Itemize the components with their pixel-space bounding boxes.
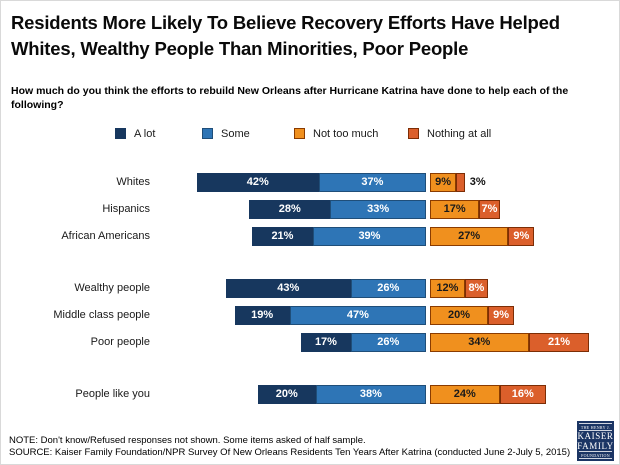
category-label: People like you bbox=[75, 387, 150, 400]
legend-label: Some bbox=[221, 127, 250, 140]
legend-swatch-some bbox=[202, 128, 213, 139]
left-stack: 42% 37% bbox=[196, 172, 426, 192]
right-stack: 9% 3% bbox=[430, 172, 486, 192]
segment-some: 37% bbox=[318, 172, 426, 192]
logo-text-foundation: FOUNDATION bbox=[579, 451, 612, 459]
page-title: Residents More Likely To Believe Recover… bbox=[11, 10, 611, 62]
segment-nothing-at-all: 8% bbox=[464, 278, 488, 298]
category-label: Wealthy people bbox=[74, 281, 150, 294]
segment-some: 33% bbox=[330, 199, 426, 219]
segment-a-lot: 21% bbox=[252, 226, 313, 246]
legend-item-nothing-at-all: Nothing at all bbox=[408, 127, 491, 140]
legend-item-not-too-much: Not too much bbox=[294, 127, 378, 140]
segment-some: 26% bbox=[350, 278, 426, 298]
logo-text-kaiser: KAISER bbox=[577, 431, 614, 441]
bar-row-african-americans: African Americans 21% 39% 27% 9% bbox=[1, 226, 619, 246]
segment-some: 47% bbox=[289, 305, 426, 325]
legend-label: A lot bbox=[134, 127, 156, 140]
left-stack: 21% 39% bbox=[252, 226, 426, 246]
segment-a-lot: 42% bbox=[196, 172, 319, 192]
category-label: Whites bbox=[116, 175, 150, 188]
left-stack: 43% 26% bbox=[225, 278, 426, 298]
left-stack: 19% 47% bbox=[234, 305, 426, 325]
bar-row-middle-class-people: Middle class people 19% 47% 20% 9% bbox=[1, 305, 619, 325]
right-stack: 17% 7% bbox=[430, 199, 500, 219]
segment-some: 39% bbox=[312, 226, 426, 246]
legend-label: Not too much bbox=[313, 127, 379, 140]
legend-swatch-nothing-at-all bbox=[408, 128, 419, 139]
left-stack: 17% 26% bbox=[301, 332, 426, 352]
right-stack: 20% 9% bbox=[430, 305, 515, 325]
category-label: African Americans bbox=[61, 229, 150, 242]
bar-row-hispanics: Hispanics 28% 33% 17% 7% bbox=[1, 199, 619, 219]
segment-nothing-at-all: 21% bbox=[528, 332, 590, 352]
subtitle-line-1: How much do you think the efforts to reb… bbox=[11, 85, 569, 97]
category-label: Hispanics bbox=[102, 202, 150, 215]
kaiser-family-foundation-logo: THE HENRY J. KAISER FAMILY FOUNDATION bbox=[577, 421, 614, 461]
right-stack: 34% 21% bbox=[430, 332, 590, 352]
right-stack: 12% 8% bbox=[430, 278, 488, 298]
left-stack: 20% 38% bbox=[257, 384, 426, 404]
subtitle-line-2: following? bbox=[11, 99, 64, 111]
outside-value-label: 3% bbox=[469, 175, 486, 188]
segment-nothing-at-all: 7% bbox=[479, 199, 500, 219]
title-line-2: Whites, Wealthy People Than Minorities, … bbox=[11, 38, 469, 59]
left-stack: 28% 33% bbox=[249, 199, 426, 219]
legend-item-some: Some bbox=[202, 127, 250, 140]
segment-some: 26% bbox=[350, 332, 426, 352]
right-stack: 24% 16% bbox=[430, 384, 546, 404]
segment-a-lot: 17% bbox=[301, 332, 351, 352]
title-line-1: Residents More Likely To Believe Recover… bbox=[11, 12, 560, 33]
category-label: Poor people bbox=[90, 335, 150, 348]
segment-a-lot: 20% bbox=[257, 384, 316, 404]
logo-text-top: THE HENRY J. bbox=[578, 423, 613, 431]
legend-swatch-a-lot bbox=[115, 128, 126, 139]
segment-not-too-much: 17% bbox=[430, 199, 480, 219]
segment-nothing-at-all bbox=[456, 172, 465, 192]
bar-row-whites: Whites 42% 37% 9% 3% bbox=[1, 172, 619, 192]
legend-item-a-lot: A lot bbox=[115, 127, 155, 140]
segment-not-too-much: 9% bbox=[430, 172, 457, 192]
segment-not-too-much: 27% bbox=[430, 226, 509, 246]
segment-not-too-much: 12% bbox=[430, 278, 465, 298]
segment-nothing-at-all: 9% bbox=[508, 226, 535, 246]
legend-label: Nothing at all bbox=[427, 127, 492, 140]
segment-nothing-at-all: 9% bbox=[488, 305, 515, 325]
bar-row-wealthy-people: Wealthy people 43% 26% 12% 8% bbox=[1, 278, 619, 298]
segment-some: 38% bbox=[315, 384, 426, 404]
segment-a-lot: 43% bbox=[225, 278, 351, 298]
segment-not-too-much: 34% bbox=[430, 332, 529, 352]
note-line: NOTE: Don't know/Refused responses not s… bbox=[9, 435, 366, 446]
segment-not-too-much: 20% bbox=[430, 305, 488, 325]
segment-not-too-much: 24% bbox=[430, 384, 500, 404]
source-line: SOURCE: Kaiser Family Foundation/NPR Sur… bbox=[9, 447, 571, 458]
bar-row-people-like-you: People like you 20% 38% 24% 16% bbox=[1, 384, 619, 404]
segment-nothing-at-all: 16% bbox=[499, 384, 546, 404]
footnote: NOTE: Don't know/Refused responses not s… bbox=[9, 435, 574, 459]
logo-text-family: FAMILY bbox=[577, 441, 614, 451]
category-label: Middle class people bbox=[53, 308, 150, 321]
legend-swatch-not-too-much bbox=[294, 128, 305, 139]
segment-a-lot: 19% bbox=[234, 305, 290, 325]
right-stack: 27% 9% bbox=[430, 226, 535, 246]
bar-row-poor-people: Poor people 17% 26% 34% 21% bbox=[1, 332, 619, 352]
survey-question: How much do you think the efforts to reb… bbox=[11, 84, 591, 112]
segment-a-lot: 28% bbox=[249, 199, 331, 219]
